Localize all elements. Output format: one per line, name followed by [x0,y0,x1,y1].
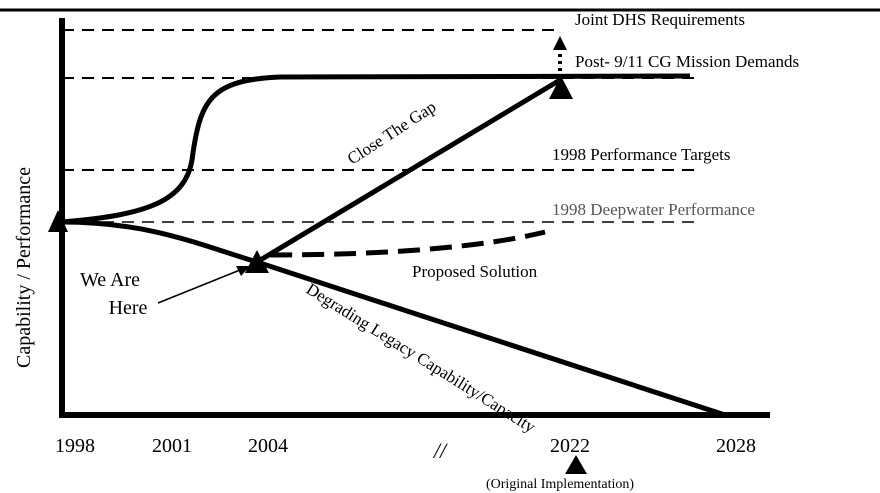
line-label: Post- 9/11 CG Mission Demands [575,52,799,71]
y-axis-label: Capability / Performance [13,167,35,368]
implementation-note: (Original Implementation) [486,477,634,492]
line-label: 1998 Deepwater Performance [552,200,755,219]
curve-label: Proposed Solution [412,262,538,281]
line-label: 1998 Performance Targets [552,145,731,164]
curve-label: Close The Gap [344,97,440,168]
line-label: Joint DHS Requirements [575,10,745,29]
degrading-line [61,219,726,418]
x-label: 2022 [550,435,590,457]
arrow-head [236,266,250,276]
x-label: 2028 [716,435,756,457]
here-arrow [157,269,241,304]
axis-break: // [432,438,448,463]
arrow-head [553,36,567,50]
x-label: 1998 [55,435,95,457]
marker [549,76,573,99]
capability-curve [61,73,691,225]
marker [48,210,68,232]
gap-line [255,77,562,265]
proposed-curve [269,229,546,258]
x-label: 2001 [152,435,192,457]
here-label: We Are [80,269,140,291]
x-label: 2004 [248,435,288,457]
here-label: Here [109,297,148,319]
marker [565,455,587,474]
marker [245,250,269,273]
